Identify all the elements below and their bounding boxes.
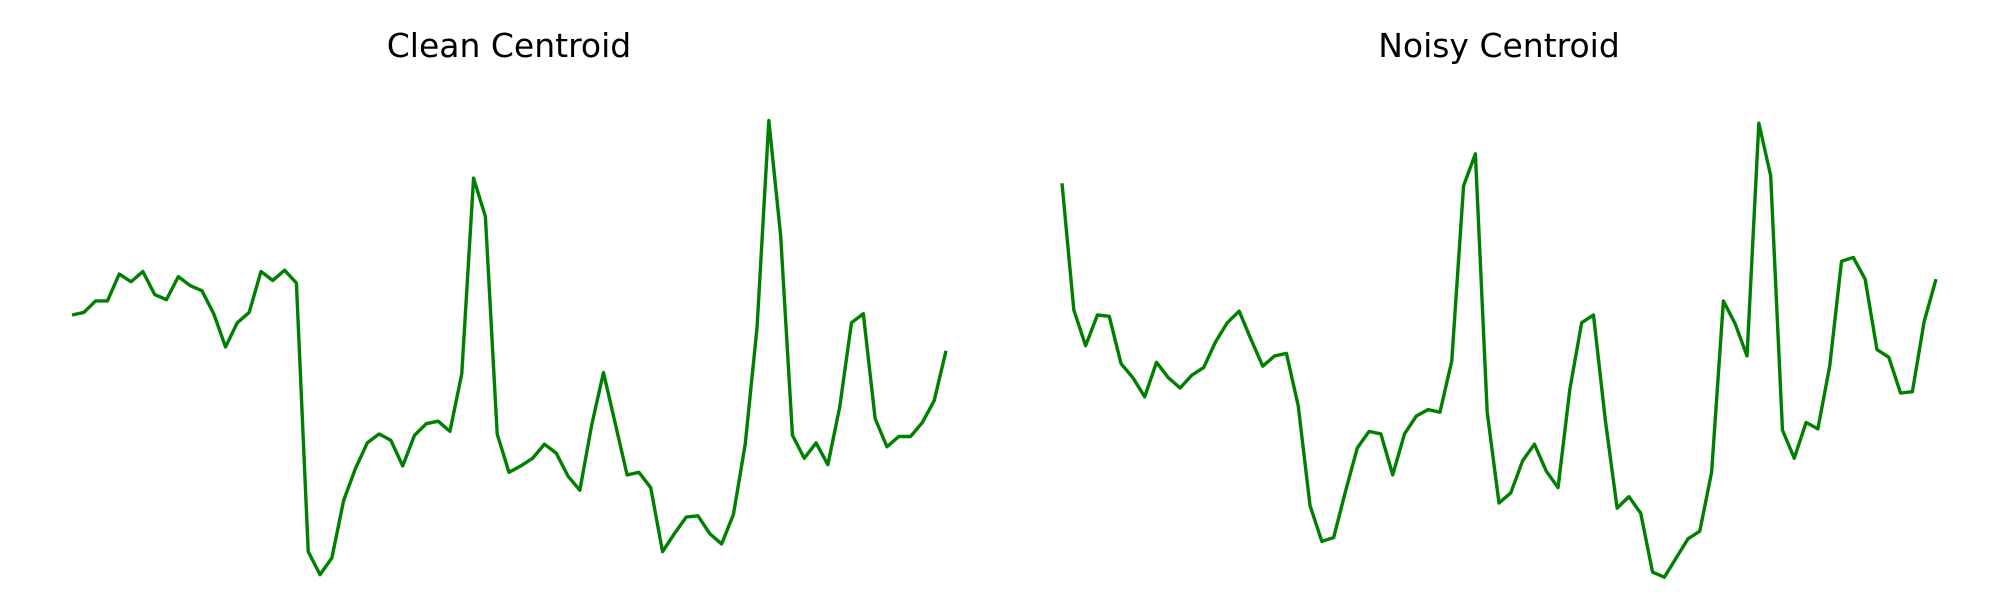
chart-title: Clean Centroid: [387, 26, 632, 65]
series-line: [71, 118, 948, 577]
series-line: [1060, 121, 1938, 579]
series-group: [1060, 121, 1938, 579]
chart-panel-clean-centroid: Clean Centroid: [71, 26, 948, 577]
chart-title: Noisy Centroid: [1378, 26, 1620, 65]
chart-panel-noisy-centroid: Noisy Centroid: [1060, 26, 1938, 579]
series-group: [71, 118, 948, 577]
